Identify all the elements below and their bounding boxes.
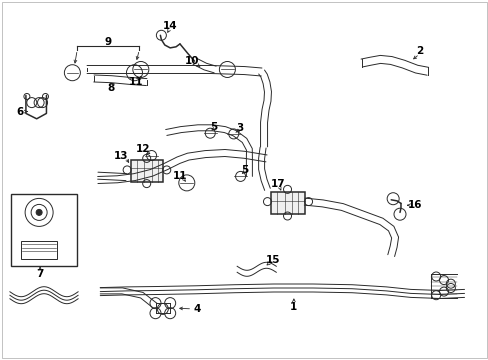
Text: 7: 7 [36,269,44,279]
Bar [11,194,77,266]
Text: 6: 6 [16,107,23,117]
Text: 14: 14 [162,21,177,31]
Text: 4: 4 [193,304,201,314]
Text: 16: 16 [407,200,421,210]
Text: 10: 10 [184,56,199,66]
Text: 15: 15 [265,255,280,265]
Text: 13: 13 [114,150,128,161]
Text: 1: 1 [290,302,297,312]
Text: 12: 12 [136,144,150,154]
Text: 9: 9 [105,37,112,48]
Text: 3: 3 [236,123,243,133]
Text: 11: 11 [172,171,187,181]
Text: 5: 5 [241,165,247,175]
Text: 8: 8 [107,83,114,93]
Bar [131,160,163,182]
Text: 2: 2 [415,46,422,56]
Text: 11: 11 [128,77,143,87]
Text: 5: 5 [210,122,217,132]
Bar [20,241,57,259]
Text: 17: 17 [270,179,285,189]
Bar [271,192,304,214]
Circle shape [36,210,42,215]
